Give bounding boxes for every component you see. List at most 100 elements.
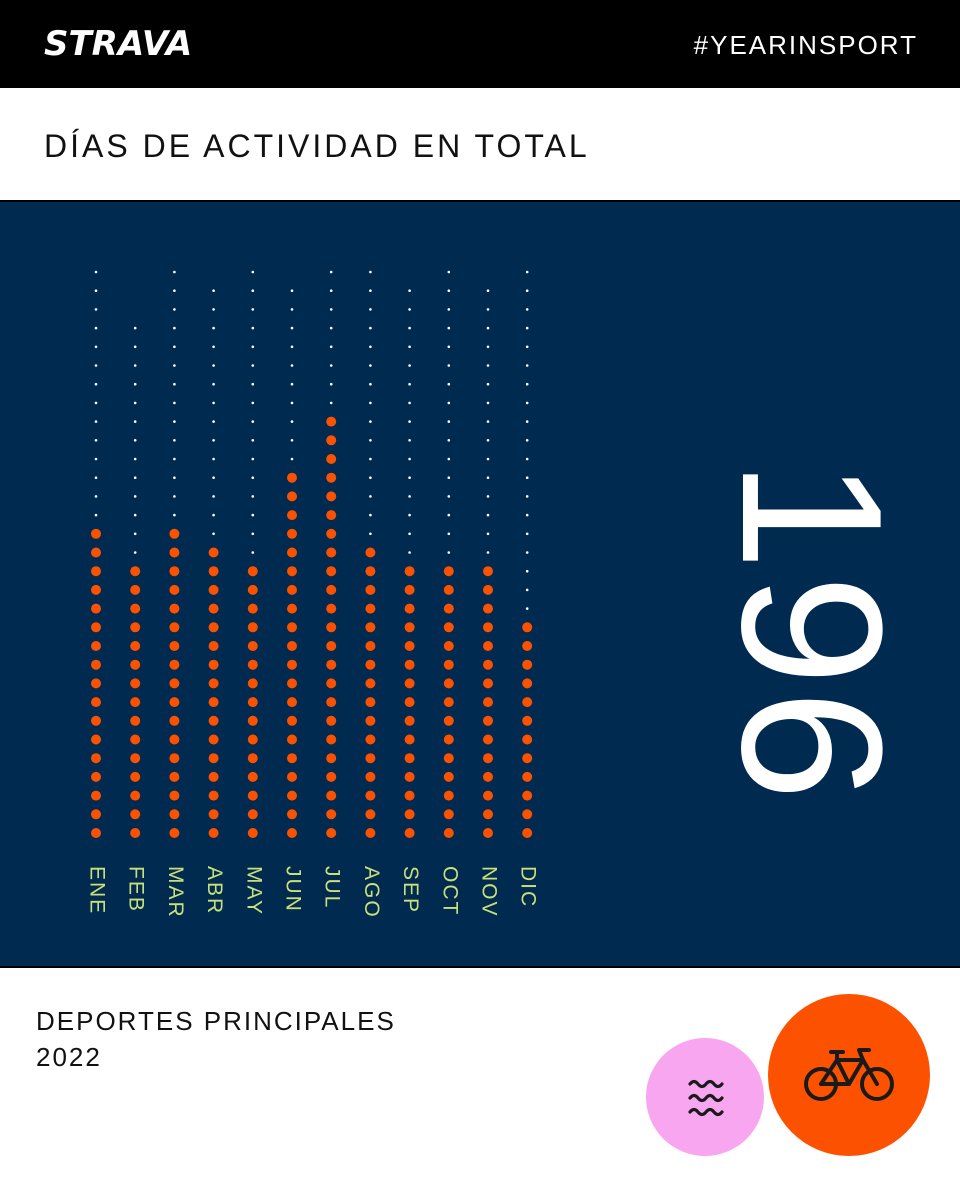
active-day-dot [326, 678, 337, 689]
active-day-dot [326, 566, 337, 577]
active-day-dot [404, 622, 415, 633]
inactive-day-dot [251, 495, 255, 498]
inactive-day-dot [173, 401, 176, 405]
active-day-dot [404, 771, 415, 782]
inactive-day-dot [251, 420, 255, 423]
inactive-day-dot [290, 345, 294, 349]
inactive-day-dot [525, 345, 529, 349]
active-day-dot [287, 678, 297, 689]
inactive-day-dot [290, 439, 294, 442]
inactive-day-dot [173, 457, 176, 461]
month-label: ABR [203, 866, 226, 915]
inactive-day-dot [251, 270, 255, 274]
inactive-day-dot [486, 457, 490, 461]
inactive-day-dot [212, 345, 215, 349]
inactive-day-dot [133, 532, 137, 536]
total-days-value: 196 [700, 459, 923, 805]
inactive-day-dot [133, 345, 137, 349]
active-day-dot [365, 715, 376, 726]
active-day-dot [208, 809, 219, 820]
inactive-day-dot [290, 326, 294, 330]
active-day-dot [326, 659, 337, 670]
active-day-dot [287, 566, 297, 577]
active-day-dot [247, 603, 258, 614]
active-day-dot [130, 790, 141, 801]
inactive-day-dot [525, 289, 529, 292]
active-day-dot [483, 790, 493, 801]
inactive-day-dot [290, 308, 294, 311]
month-label: MAY [242, 866, 265, 916]
inactive-day-dot [447, 513, 451, 517]
active-day-dot [91, 622, 101, 633]
active-day-dot [443, 697, 454, 708]
activity-chart-panel: ENE FEB MAR ABR MAY JUN JUL AGO SEP OCT NOV DIC 196 [0, 202, 960, 966]
inactive-day-dot [173, 345, 176, 349]
active-day-dot [365, 771, 376, 782]
active-day-dot [326, 528, 337, 539]
strava-logo[interactable]: STRAVA [44, 24, 193, 64]
inactive-day-dot [173, 270, 176, 274]
inactive-day-dot [94, 270, 98, 274]
bike-icon [804, 1048, 894, 1101]
inactive-day-dot [369, 270, 372, 274]
inactive-day-dot [369, 308, 372, 311]
inactive-day-dot [212, 326, 215, 330]
active-day-dot [208, 622, 219, 633]
inactive-day-dot [525, 607, 529, 610]
active-day-dot [91, 828, 101, 838]
inactive-day-dot [525, 532, 529, 536]
active-day-dot [287, 828, 297, 838]
inactive-day-dot [369, 345, 372, 349]
inactive-day-dot [173, 513, 176, 517]
inactive-day-dot [447, 476, 451, 480]
inactive-day-dot [408, 345, 411, 349]
active-day-dot [443, 790, 454, 801]
active-day-dot [443, 566, 454, 577]
active-day-dot [169, 734, 180, 745]
inactive-day-dot [447, 532, 451, 536]
active-day-dot [130, 715, 141, 726]
inactive-day-dot [447, 457, 451, 461]
active-day-dot [443, 715, 454, 726]
active-day-dot [247, 734, 258, 745]
active-day-dot [404, 641, 415, 651]
active-day-dot [247, 622, 258, 633]
active-day-dot [91, 790, 101, 801]
inactive-day-dot [525, 420, 529, 423]
month-label: MAR [164, 866, 187, 919]
inactive-day-dot [329, 289, 333, 292]
header-bar: STRAVA #YEARINSPORT [0, 0, 960, 88]
active-day-dot [404, 678, 415, 689]
inactive-day-dot [329, 364, 333, 367]
active-day-dot [130, 809, 141, 820]
inactive-day-dot [133, 382, 137, 386]
inactive-day-dot [94, 476, 98, 480]
inactive-day-dot [94, 439, 98, 442]
inactive-day-dot [173, 289, 176, 292]
inactive-day-dot [251, 364, 255, 367]
active-day-dot [91, 753, 101, 764]
active-day-dot [326, 828, 337, 838]
inactive-day-dot [329, 382, 333, 386]
active-day-dot [208, 790, 219, 801]
inactive-day-dot [447, 345, 451, 349]
active-day-dot [91, 678, 101, 689]
inactive-day-dot [94, 364, 98, 367]
active-day-dot [483, 828, 493, 838]
active-day-dot [483, 771, 493, 782]
inactive-day-dot [212, 513, 215, 517]
inactive-day-dot [525, 588, 529, 592]
active-day-dot [169, 566, 180, 577]
active-day-dot [208, 828, 219, 838]
active-day-dot [326, 435, 337, 446]
active-day-dot [522, 771, 533, 782]
inactive-day-dot [369, 401, 372, 405]
active-day-dot [91, 734, 101, 745]
active-day-dot [443, 678, 454, 689]
inactive-day-dot [408, 289, 411, 292]
active-day-dot [365, 622, 376, 633]
active-day-dot [287, 809, 297, 820]
active-day-dot [443, 771, 454, 782]
active-day-dot [522, 622, 533, 633]
active-day-dot [169, 697, 180, 708]
